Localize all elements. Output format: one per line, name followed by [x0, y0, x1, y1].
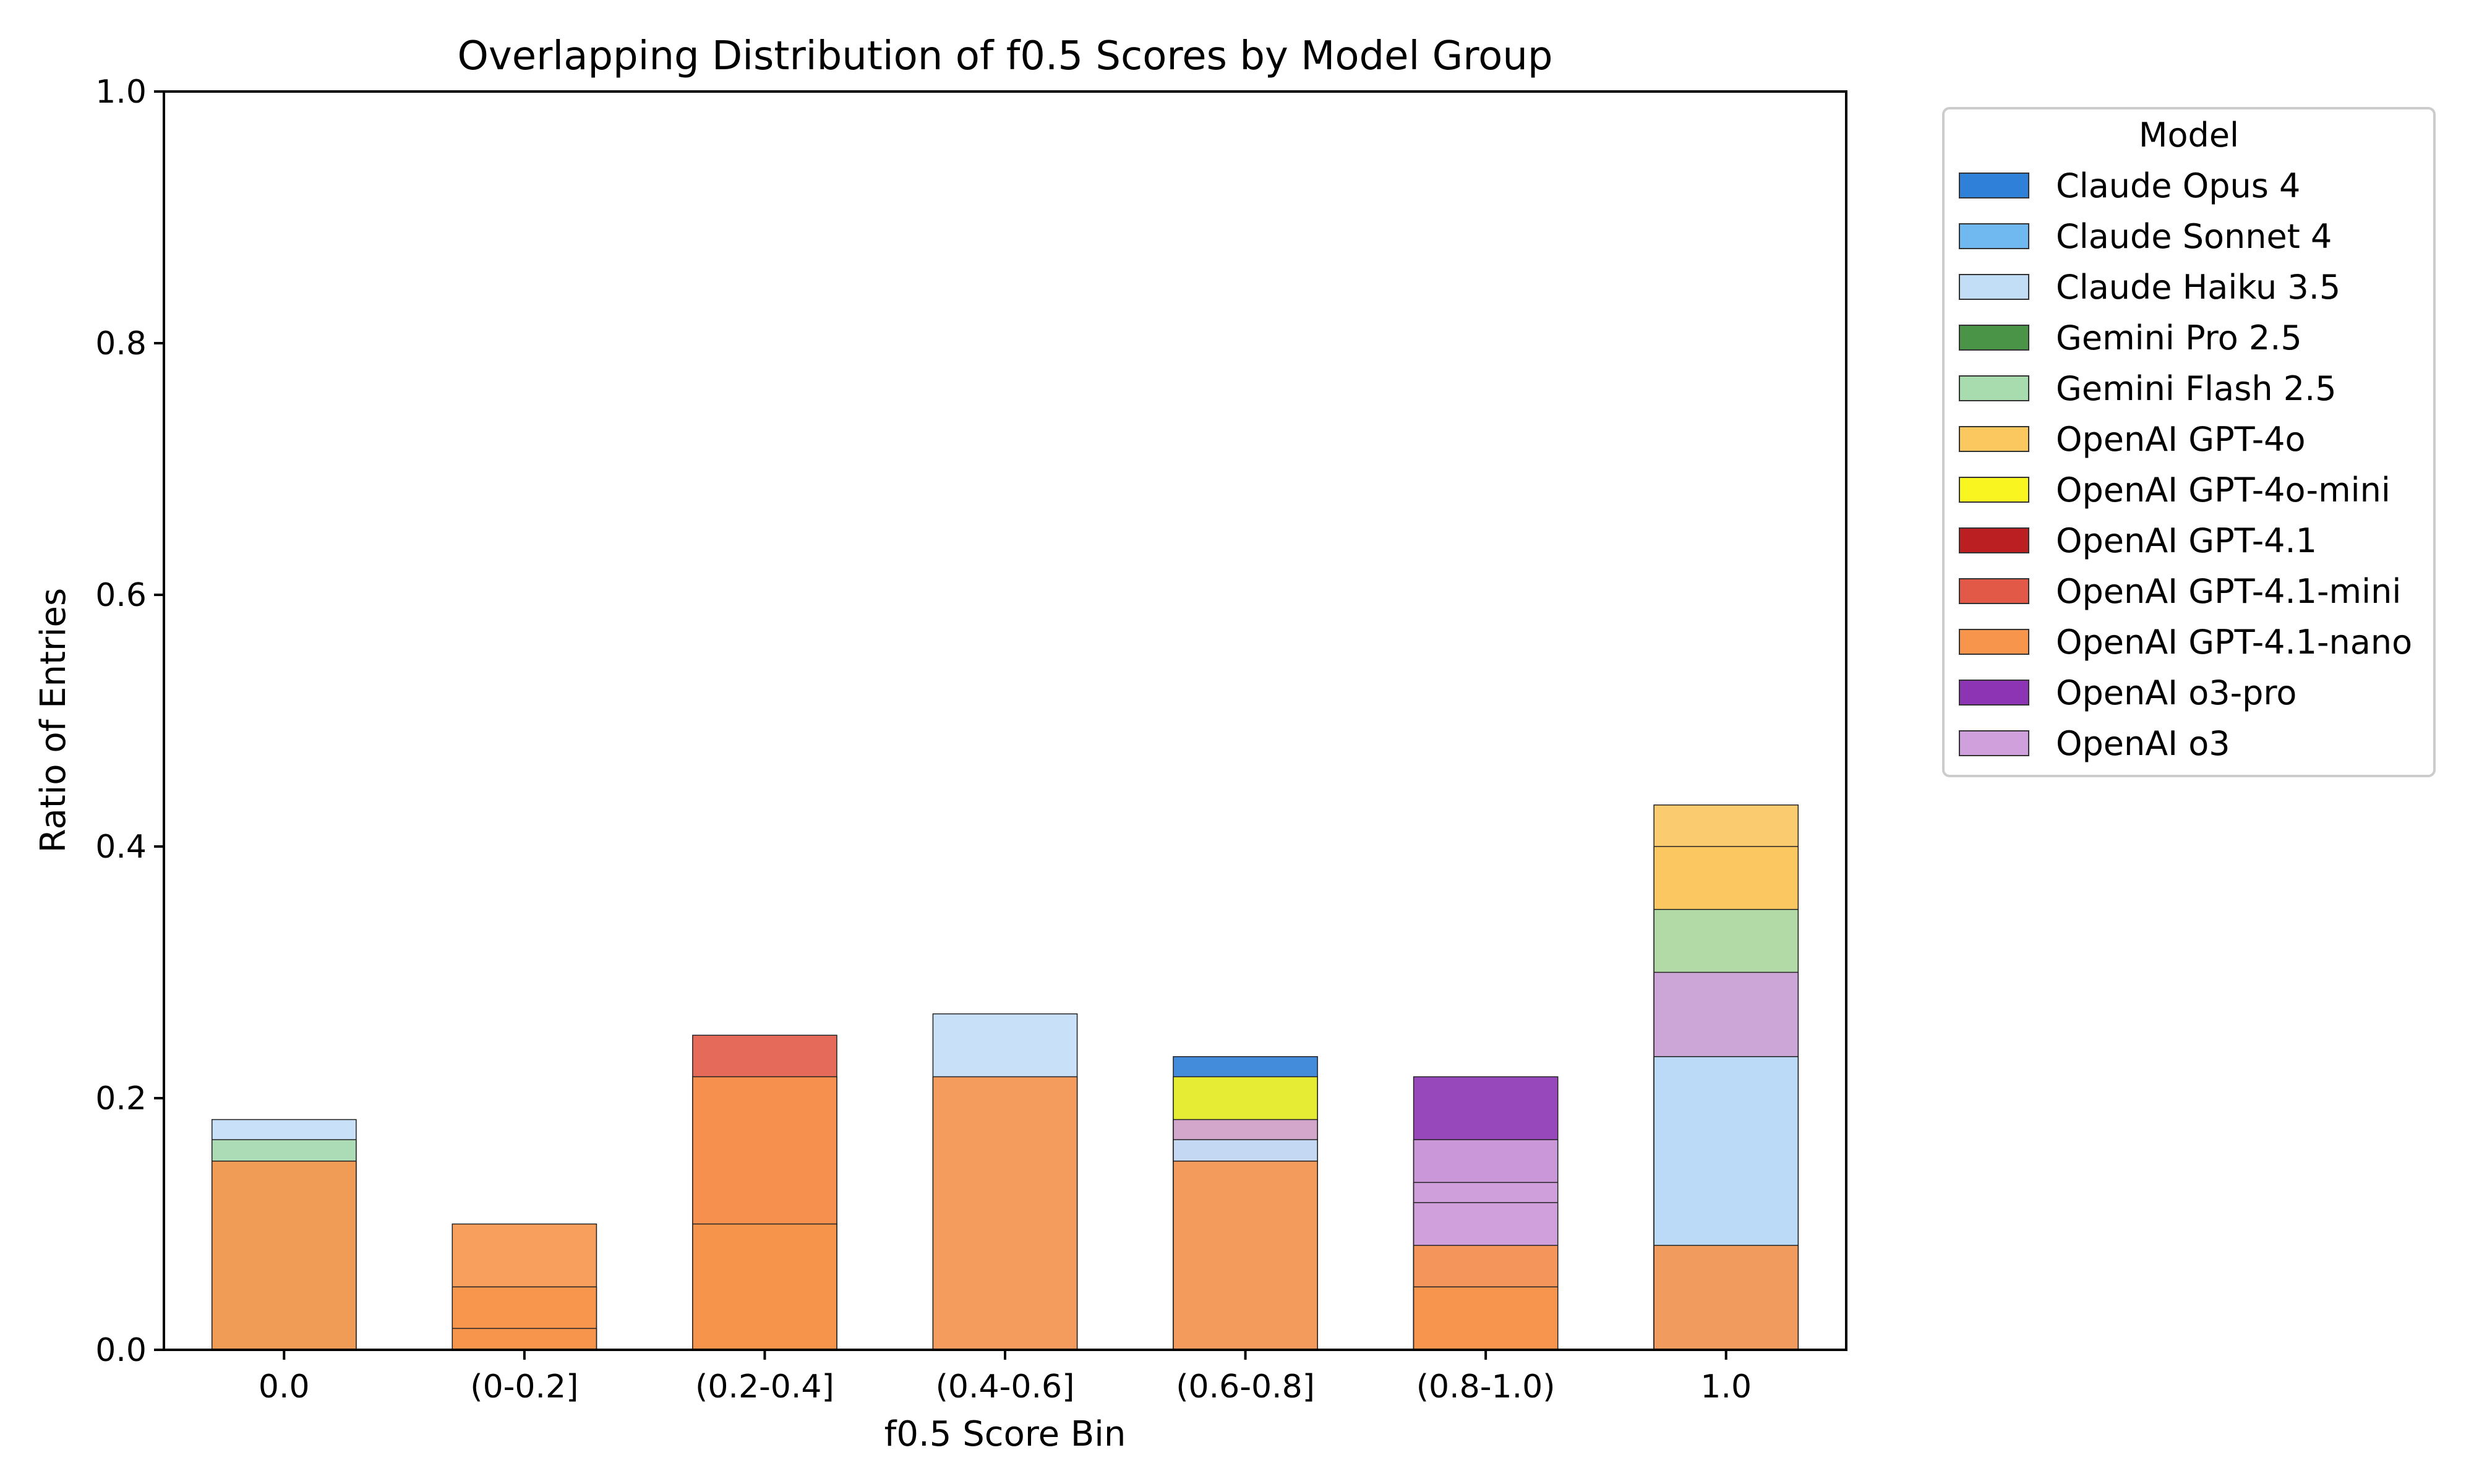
legend-swatch-claude-haiku-3-5 — [1959, 274, 2029, 300]
y-tick-label: 0.2 — [95, 1080, 147, 1117]
legend-frame — [1942, 107, 2436, 777]
legend-swatch-openai-o3 — [1959, 730, 2029, 756]
legend-swatch-gemini-pro-2-5 — [1959, 325, 2029, 351]
x-tick-label: (0.4-0.6] — [936, 1368, 1075, 1405]
bar-openai-gpt-4-1-nano — [1413, 1286, 1559, 1350]
bar-openai-gpt-4-1-nano — [452, 1328, 597, 1350]
legend-label-gemini-pro-2-5: Gemini Pro 2.5 — [2056, 318, 2302, 357]
bar-openai-gpt-4-1-nano — [1173, 1161, 1318, 1350]
legend-label-openai-gpt-4-1: OpenAI GPT-4.1 — [2056, 521, 2317, 560]
bar-openai-gpt-4-1-nano — [692, 1223, 837, 1350]
legend-swatch-openai-gpt-4-1-nano — [1959, 629, 2029, 655]
legend-label-openai-o3-pro: OpenAI o3-pro — [2056, 673, 2296, 712]
bar-openai-gpt-4-1-nano — [932, 1076, 1078, 1350]
x-tick-label: (0-0.2] — [470, 1368, 578, 1405]
legend-swatch-claude-sonnet-4 — [1959, 223, 2029, 249]
legend-swatch-openai-gpt-4o — [1959, 426, 2029, 452]
bar-openai-gpt-4-1-nano — [211, 1161, 357, 1350]
legend-swatch-openai-gpt-4o-mini — [1959, 477, 2029, 503]
x-tick-label: 0.0 — [259, 1368, 310, 1405]
y-tick-label: 0.4 — [95, 829, 147, 866]
legend-swatch-gemini-flash-2-5 — [1959, 375, 2029, 401]
y-tick-label: 0.6 — [95, 577, 147, 614]
legend-items: Claude Opus 4 Claude Sonnet 4 Claude Haiku… — [1959, 166, 2412, 763]
y-tick-label: 1.0 — [95, 74, 147, 111]
bar-openai-gpt-4-1-nano — [1653, 1245, 1799, 1350]
bars-layer — [211, 804, 1799, 1350]
legend-label-openai-o3: OpenAI o3 — [2056, 724, 2230, 763]
chart-title: Overlapping Distribution of f0.5 Scores … — [457, 33, 1552, 79]
y-axis: 0.0 0.2 0.4 0.6 0.8 1.0 — [95, 74, 164, 1369]
legend-label-gemini-flash-2-5: Gemini Flash 2.5 — [2056, 369, 2337, 408]
y-tick-label: 0.0 — [95, 1332, 147, 1369]
x-tick-label: (0.2-0.4] — [695, 1368, 834, 1405]
y-axis-label: Ratio of Entries — [33, 588, 74, 853]
x-tick-label: (0.8-1.0) — [1416, 1368, 1556, 1405]
x-tick-label: 1.0 — [1700, 1368, 1752, 1405]
x-axis-label: f0.5 Score Bin — [884, 1414, 1126, 1454]
y-tick-label: 0.8 — [95, 325, 147, 362]
legend-swatch-openai-o3-pro — [1959, 680, 2029, 706]
legend-label-openai-gpt-4-1-mini: OpenAI GPT-4.1-mini — [2056, 572, 2401, 611]
legend-title: Model — [2139, 116, 2239, 155]
x-tick-label: (0.6-0.8] — [1176, 1368, 1315, 1405]
legend-swatch-openai-gpt-4-1-mini — [1959, 578, 2029, 604]
plot-area — [163, 90, 1847, 1351]
legend-label-claude-sonnet-4: Claude Sonnet 4 — [2056, 217, 2332, 256]
legend-swatch-openai-gpt-4-1 — [1959, 527, 2029, 553]
legend-label-openai-gpt-4-1-nano: OpenAI GPT-4.1-nano — [2056, 623, 2412, 662]
legend-label-openai-gpt-4o-mini: OpenAI GPT-4o-mini — [2056, 471, 2391, 510]
legend-label-openai-gpt-4o: OpenAI GPT-4o — [2056, 420, 2306, 459]
legend-swatch-claude-opus-4 — [1959, 173, 2029, 198]
x-axis: 0.0 (0-0.2] (0.2-0.4] (0.4-0.6] (0.6-0.8] (0.… — [259, 1350, 1752, 1405]
legend-label-claude-haiku-3-5: Claude Haiku 3.5 — [2056, 268, 2340, 307]
legend-label-claude-opus-4: Claude Opus 4 — [2056, 166, 2300, 205]
